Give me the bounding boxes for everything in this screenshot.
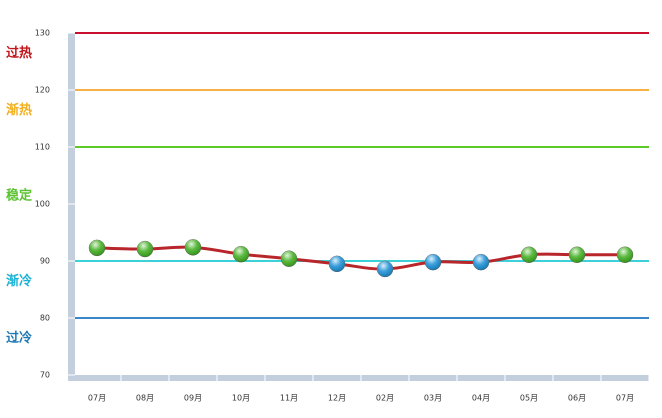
y-tick-label: 130 (35, 29, 50, 38)
point-shine (185, 239, 201, 256)
x-tick-label: 06月 (568, 394, 586, 403)
point-shine (89, 239, 105, 256)
y-tick-label: 120 (35, 86, 50, 95)
zone-label: 过热 (6, 45, 32, 61)
y-tick-label: 90 (40, 257, 50, 266)
x-tick-label: 03月 (424, 394, 442, 403)
point-shine (425, 254, 441, 271)
y-tick-label: 100 (35, 200, 50, 209)
point-shine (281, 250, 297, 267)
x-tick-label: 12月 (328, 394, 346, 403)
x-tick-label: 08月 (136, 394, 154, 403)
zone-label: 过冷 (6, 330, 32, 346)
x-axis-bar (68, 375, 649, 381)
zone-label: 渐热 (6, 102, 32, 118)
series-line (96, 245, 625, 271)
x-tick-label: 09月 (184, 394, 202, 403)
point-shine (569, 246, 585, 263)
y-tick-label: 70 (40, 371, 50, 380)
y-tick-label: 110 (35, 143, 50, 152)
point-shine (521, 246, 537, 263)
y-axis-bar (68, 33, 75, 381)
zone-label: 稳定 (6, 188, 32, 204)
x-tick-label: 11月 (280, 394, 298, 403)
x-tick-label: 10月 (232, 394, 250, 403)
point-shine (137, 241, 153, 258)
x-tick-label: 07月 (616, 394, 634, 403)
x-tick-label: 04月 (472, 394, 490, 403)
y-tick-label: 80 (40, 314, 50, 323)
point-shine (233, 246, 249, 263)
point-shine (617, 246, 633, 263)
point-shine (329, 255, 345, 272)
point-shine (377, 260, 393, 277)
x-tick-label: 02月 (376, 394, 394, 403)
x-tick-label: 07月 (88, 394, 106, 403)
x-tick-label: 05月 (520, 394, 538, 403)
point-shine (473, 254, 489, 271)
zone-label: 渐冷 (6, 273, 32, 289)
